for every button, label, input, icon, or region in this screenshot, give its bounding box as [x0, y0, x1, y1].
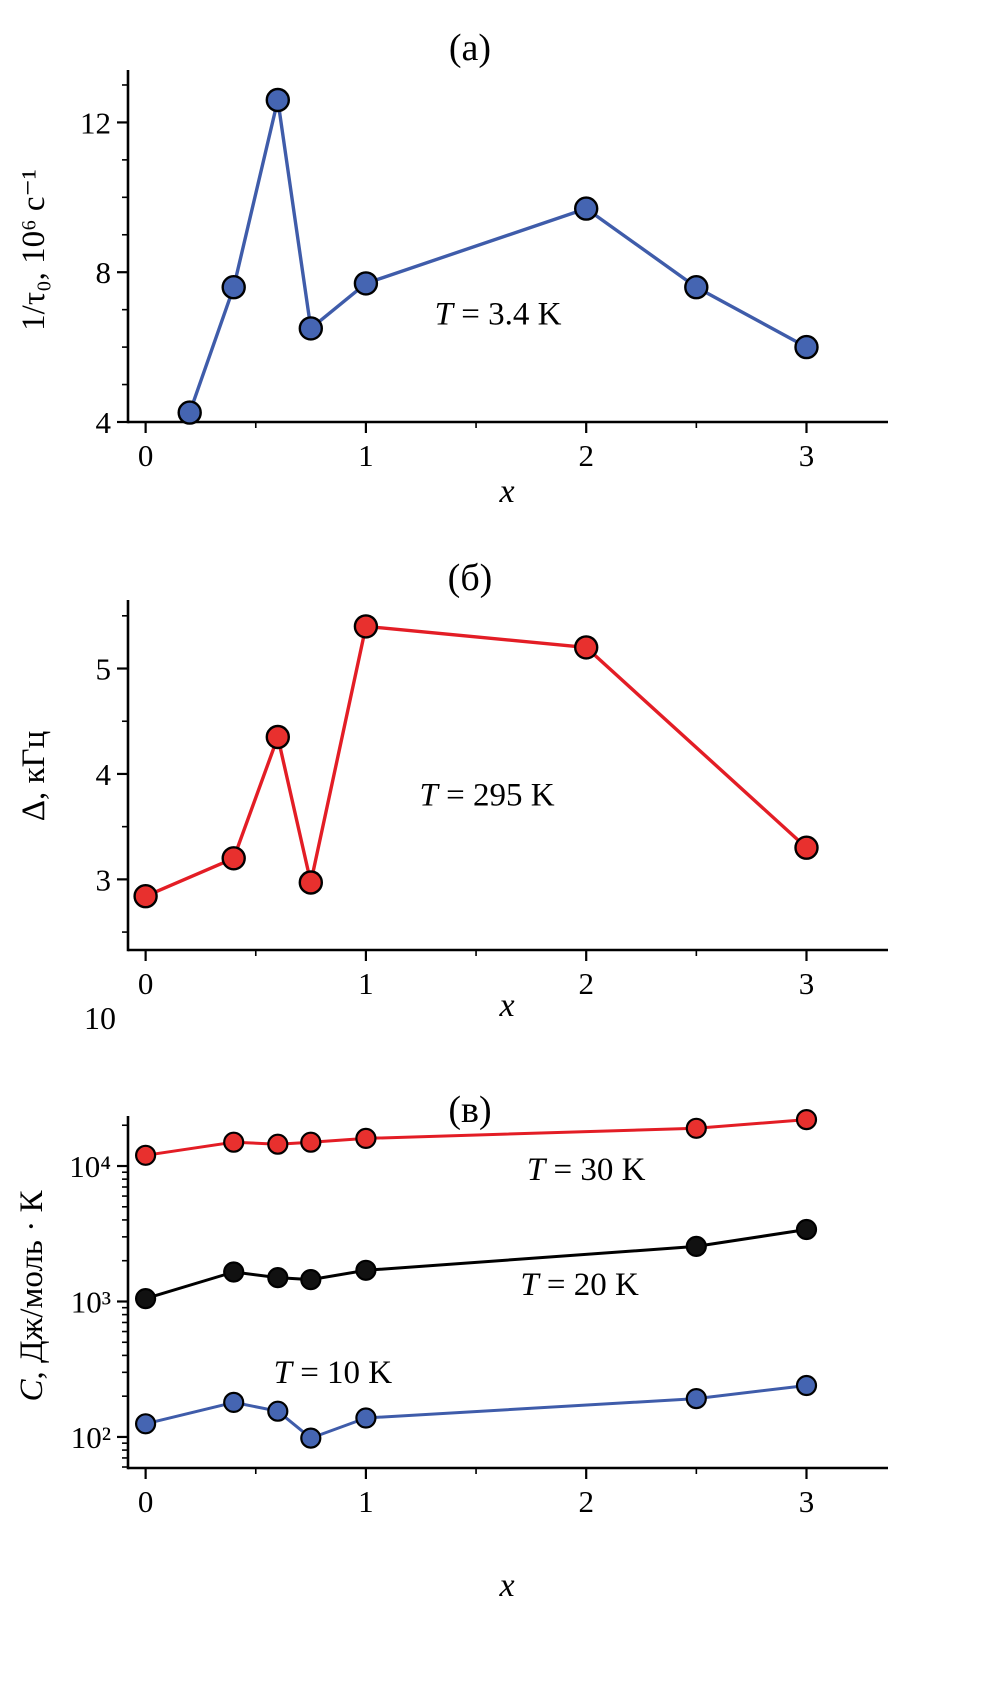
data-point-heat-capacity-10K	[685, 1388, 707, 1410]
data-point-heat-capacity-20K	[267, 1267, 289, 1289]
annotation-rest: = 30 K	[545, 1152, 645, 1188]
panel-title: (а)	[449, 27, 491, 69]
x-tick-label: 2	[578, 1484, 594, 1519]
annotation-rest: = 3.4 K	[453, 297, 562, 333]
panel-b-chart: 0 1 2 3 3 4 5 T = 295 K (б) x Δ, кГц	[0, 548, 1005, 1048]
data-point-heat-capacity-30K	[685, 1117, 707, 1139]
annotation-lead: T	[274, 1355, 295, 1391]
data-point-heat-capacity-10K	[355, 1407, 377, 1429]
y-tick-label: 8	[96, 255, 112, 290]
data-point-heat-capacity-10K	[795, 1374, 818, 1397]
series-line-heat-capacity-10K	[144, 1384, 808, 1440]
data-point-inverse-tau0-3p4K	[221, 275, 246, 300]
data-point-delta-khz-295K	[794, 835, 819, 860]
data-point-inverse-tau0-3p4K	[298, 316, 323, 341]
y-tick-label: 3	[96, 862, 112, 897]
series-line-heat-capacity-20K	[144, 1228, 808, 1301]
x-tick-label: 3	[799, 1484, 815, 1519]
y-axis-title-rest: Δ, кГц	[16, 731, 52, 822]
data-point-heat-capacity-30K	[135, 1144, 157, 1166]
data-point-heat-capacity-30K	[355, 1127, 377, 1150]
x-axis-title: x	[498, 987, 514, 1024]
annotation-rest: = 10 K	[292, 1355, 392, 1391]
data-point-delta-khz-295K	[133, 884, 158, 909]
data-point-heat-capacity-20K	[355, 1259, 377, 1281]
x-axis-title: x	[498, 473, 514, 510]
y-tick-label: 12	[80, 105, 111, 140]
y-axis-title-lead: C	[14, 1378, 50, 1401]
data-point-heat-capacity-30K	[267, 1133, 289, 1155]
y-axis-title: C, Дж/моль · К	[14, 1190, 50, 1402]
data-point-delta-khz-295K	[265, 724, 290, 750]
annotation-lead: T	[527, 1152, 548, 1188]
x-tick-label: 2	[578, 966, 594, 1001]
panel-title: (в)	[448, 1089, 491, 1131]
y-tick-label: 10³	[71, 1284, 111, 1319]
y-tick-label: 10²	[71, 1420, 111, 1455]
x-tick-label: 1	[358, 1484, 374, 1519]
data-point-delta-khz-295K	[353, 614, 379, 639]
data-point-heat-capacity-30K	[300, 1131, 322, 1153]
y-tick-label: 4	[96, 757, 112, 792]
y-axis-title-rest: , Дж/моль · К	[14, 1190, 50, 1380]
x-tick-label: 0	[138, 1484, 154, 1519]
chart-canvas-1: 0 1 2 3 3 4 5 T = 295 K (б) x Δ, кГц	[16, 557, 888, 1024]
data-point-heat-capacity-10K	[223, 1391, 245, 1413]
data-point-inverse-tau0-3p4K	[353, 271, 379, 296]
y-axis-title: 1/τ₀, 10⁶ с⁻¹	[16, 169, 52, 331]
data-point-delta-khz-295K	[298, 870, 323, 895]
data-point-heat-capacity-30K	[795, 1108, 818, 1131]
x-tick-label: 0	[138, 438, 154, 473]
data-point-heat-capacity-20K	[135, 1288, 157, 1310]
x-tick-label: 3	[799, 966, 815, 1001]
annotation-lead: T	[435, 297, 456, 333]
data-point-heat-capacity-20K	[300, 1269, 322, 1291]
x-tick-label: 0	[138, 966, 154, 1001]
annotation-label: T = 10 K	[274, 1355, 393, 1391]
data-point-heat-capacity-20K	[223, 1261, 245, 1283]
annotation-lead: T	[520, 1267, 541, 1303]
y-tick-label: 10⁴	[69, 1149, 111, 1184]
series-line-inverse-tau0-3p4K	[187, 98, 809, 415]
annotation-label: T = 295 K	[420, 778, 555, 814]
data-point-delta-khz-295K	[221, 846, 246, 871]
data-point-inverse-tau0-3p4K	[794, 334, 819, 360]
annotation-label: T = 3.4 K	[435, 297, 562, 333]
data-point-heat-capacity-10K	[135, 1413, 157, 1435]
annotation-rest: = 20 K	[539, 1267, 639, 1303]
data-point-inverse-tau0-3p4K	[574, 196, 599, 221]
x-tick-label: 1	[358, 438, 374, 473]
data-point-heat-capacity-10K	[300, 1427, 322, 1449]
data-point-heat-capacity-20K	[795, 1218, 818, 1241]
x-tick-label: 1	[358, 966, 374, 1001]
panel-title: (б)	[448, 557, 493, 599]
y-axis-title-rest: 1/τ₀, 10⁶ с⁻¹	[16, 169, 52, 331]
data-point-heat-capacity-10K	[267, 1400, 289, 1422]
annotation-label: T = 20 K	[520, 1267, 639, 1303]
data-point-inverse-tau0-3p4K	[177, 400, 202, 425]
data-point-inverse-tau0-3p4K	[684, 275, 709, 300]
panel-a-chart: 0 1 2 3 4 8 12 T = 3.4 K (а) x 1/τ₀, 10⁶ с⁻¹	[0, 12, 1005, 547]
annotation-rest: = 295 K	[438, 778, 555, 814]
x-tick-label: 3	[799, 438, 815, 473]
x-tick-label: 2	[578, 438, 594, 473]
annotation-label: T = 30 K	[527, 1152, 646, 1188]
x-axis-title: x	[498, 1567, 514, 1604]
y-tick-label: 5	[96, 652, 112, 687]
data-point-delta-khz-295K	[574, 635, 599, 660]
y-tick-label: 4	[96, 405, 112, 440]
data-point-heat-capacity-20K	[685, 1235, 707, 1257]
data-point-heat-capacity-30K	[223, 1131, 245, 1153]
stray-axis-label: 10	[84, 1000, 116, 1036]
data-point-inverse-tau0-3p4K	[265, 87, 290, 113]
y-axis-title: Δ, кГц	[16, 731, 52, 822]
annotation-lead: T	[420, 778, 441, 814]
